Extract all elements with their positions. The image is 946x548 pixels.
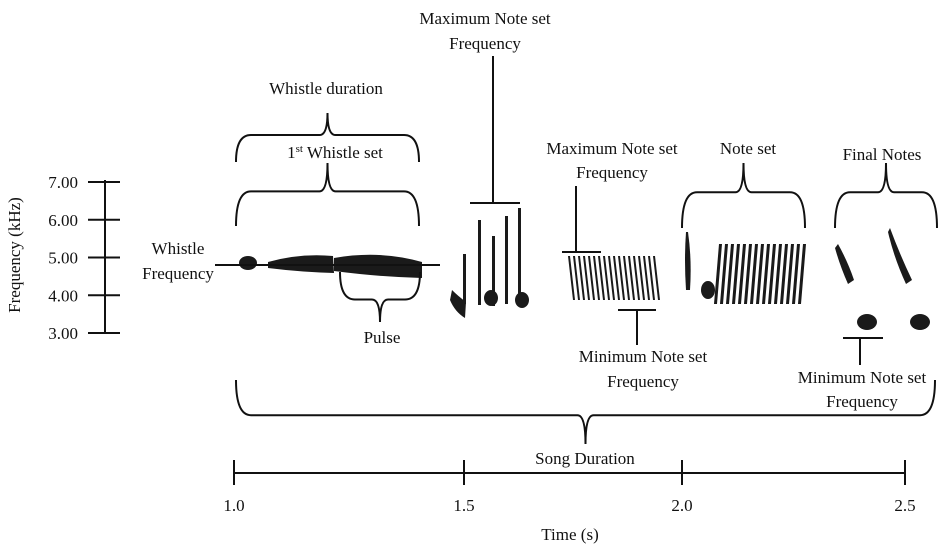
brace [834,162,938,229]
label: Frequency [607,372,679,391]
x-axis-title: Time (s) [541,525,598,544]
label: Final Notes [843,145,922,164]
label-part: Whistle set [303,143,383,162]
label: Frequency [449,34,521,53]
label: Frequency [576,163,648,182]
brace [235,162,420,227]
label: Note set [720,139,776,158]
y-tick-label: 5.00 [48,249,78,268]
pointer-lines [215,56,883,365]
x-tick-label: 2.0 [671,496,692,515]
braces [235,112,938,445]
brace [681,162,806,229]
label: Maximum Note set [419,9,551,28]
x-tick-label: 2.5 [894,496,915,515]
label: Whistle duration [269,79,383,98]
label: Minimum Note set [798,368,927,387]
spectrogram [239,208,930,330]
brace [235,112,420,163]
label: Frequency [142,264,214,283]
x-tick-label: 1.0 [223,496,244,515]
x-tick-label: 1.5 [453,496,474,515]
y-tick-label: 4.00 [48,286,78,305]
label: Minimum Note set [579,347,708,366]
label: Song Duration [535,449,635,468]
label: Whistle [152,239,205,258]
label: Frequency [826,392,898,411]
label: Maximum Note set [546,139,678,158]
y-tick-label: 6.00 [48,211,78,230]
label: 1st Whistle set [287,143,383,162]
label-part: st [296,143,303,155]
y-tick-label: 3.00 [48,324,78,343]
y-axis-title: Frequency (kHz) [5,197,24,313]
label: Pulse [364,328,401,347]
brace [235,379,936,445]
label-part: 1 [287,143,296,162]
y-tick-label: 7.00 [48,173,78,192]
brace [339,271,421,323]
